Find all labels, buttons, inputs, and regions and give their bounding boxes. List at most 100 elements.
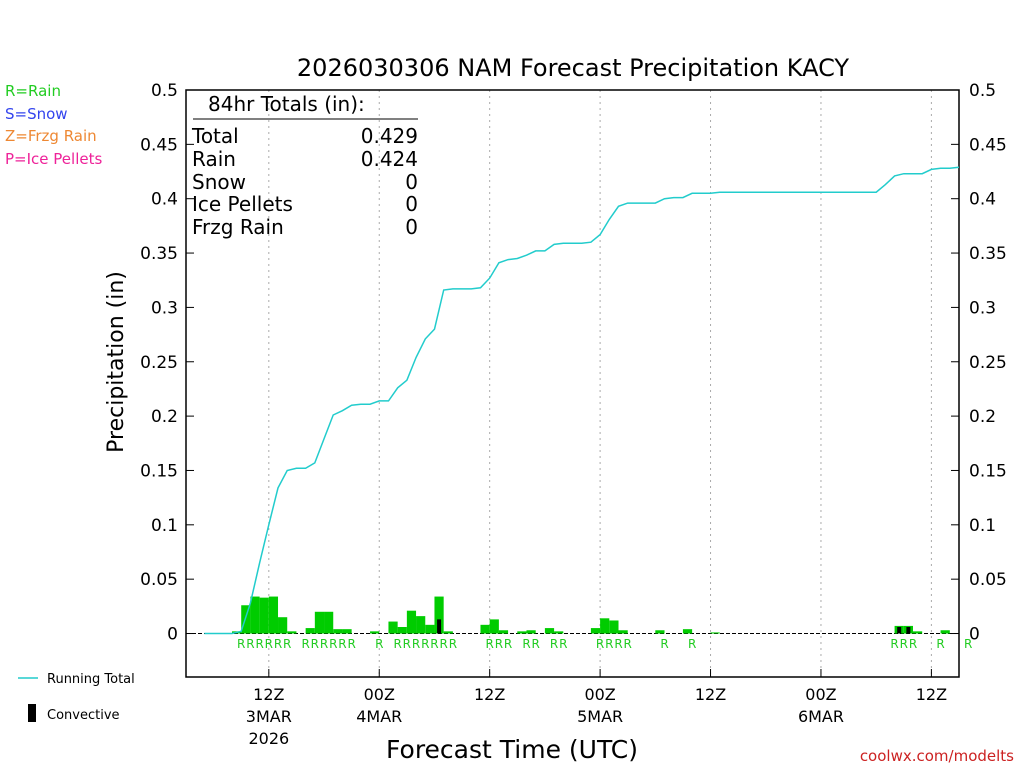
y-tick-label-right: 0.1 bbox=[969, 516, 996, 536]
precip-bar bbox=[618, 630, 628, 634]
x-tick-label: 12Z bbox=[695, 685, 726, 704]
y-tick-label-right: 0.25 bbox=[969, 353, 1007, 373]
type-label: R bbox=[614, 637, 622, 651]
precip-bar bbox=[388, 621, 398, 634]
precip-bar bbox=[324, 611, 334, 634]
legend-running-total: Running Total bbox=[47, 672, 135, 687]
type-label: R bbox=[283, 637, 291, 651]
type-label: R bbox=[274, 637, 282, 651]
y-tick-label-right: 0.4 bbox=[969, 190, 996, 210]
y-tick-label-right: 0.35 bbox=[969, 244, 1007, 264]
convective-bar bbox=[897, 626, 902, 634]
type-label: R bbox=[338, 637, 346, 651]
type-label: R bbox=[605, 637, 613, 651]
type-label: R bbox=[890, 637, 898, 651]
precip-bar bbox=[434, 596, 444, 634]
precip-bar bbox=[416, 616, 426, 634]
plot-frame bbox=[185, 89, 960, 678]
bars-layer bbox=[232, 596, 950, 634]
type-label: R bbox=[311, 637, 319, 651]
frzg-rain-value: 0 bbox=[405, 215, 418, 239]
precip-bar bbox=[314, 611, 325, 634]
type-label: R bbox=[559, 637, 567, 651]
x-tick-label: 12Z bbox=[253, 685, 284, 704]
y-tick-label-right: 0.5 bbox=[969, 81, 996, 101]
type-label: R bbox=[936, 637, 944, 651]
precip-bar bbox=[333, 629, 343, 634]
snow-value: 0 bbox=[405, 170, 418, 194]
precip-bar bbox=[554, 631, 564, 634]
type-label: R bbox=[403, 637, 411, 651]
precip-bar bbox=[655, 630, 665, 634]
y-tick-label-left: 0.5 bbox=[151, 81, 178, 101]
precip-bar bbox=[544, 628, 555, 634]
type-label: R bbox=[412, 637, 420, 651]
precip-bar bbox=[370, 631, 380, 634]
type-label: R bbox=[495, 637, 503, 651]
x-tick-label: 5MAR bbox=[577, 707, 623, 726]
legend-rain: R=Rain bbox=[5, 82, 61, 100]
y-tick-label-left: 0.45 bbox=[140, 135, 178, 155]
precip-bar bbox=[600, 618, 610, 634]
legend-ice-pellets: P=Ice Pellets bbox=[5, 150, 102, 168]
precip-bar bbox=[268, 596, 279, 634]
precip-bar bbox=[517, 631, 527, 634]
credit-text: coolwx.com/modelts bbox=[860, 747, 1014, 765]
line-layer bbox=[204, 166, 960, 635]
ice-pellets-label: Ice Pellets bbox=[192, 192, 293, 216]
x-tick-label: 2026 bbox=[248, 729, 289, 748]
type-label: R bbox=[550, 637, 558, 651]
type-label: R bbox=[347, 637, 355, 651]
x-axis-label: Forecast Time (UTC) bbox=[386, 735, 638, 764]
y-tick-label-left: 0.2 bbox=[151, 407, 178, 427]
y-tick-label-left: 0.35 bbox=[140, 244, 178, 264]
type-label: R bbox=[237, 637, 245, 651]
type-label: R bbox=[660, 637, 668, 651]
type-label: R bbox=[522, 637, 530, 651]
type-label: R bbox=[449, 637, 457, 651]
type-label: R bbox=[504, 637, 512, 651]
type-label: R bbox=[301, 637, 309, 651]
chart-title: 2026030306 NAM Forecast Precipitation KA… bbox=[297, 54, 850, 82]
precip-bar bbox=[489, 619, 499, 634]
precip-bar bbox=[250, 596, 260, 634]
precip-bar bbox=[609, 620, 619, 634]
precip-type-legend: R=Rain S=Snow Z=Frzg Rain P=Ice Pellets bbox=[5, 82, 102, 168]
type-label: R bbox=[688, 637, 696, 651]
y-tick-label-left: 0.05 bbox=[140, 570, 178, 590]
type-label: R bbox=[439, 637, 447, 651]
running-total-line bbox=[204, 166, 960, 635]
total-value: 0.429 bbox=[361, 124, 418, 148]
legend-freezing-rain: Z=Frzg Rain bbox=[5, 127, 97, 145]
type-label: R bbox=[624, 637, 632, 651]
total-label: Total bbox=[191, 124, 239, 148]
precip-bar bbox=[590, 628, 601, 634]
type-label: R bbox=[900, 637, 908, 651]
type-label: R bbox=[375, 637, 383, 651]
y-tick-label-right: 0 bbox=[969, 625, 980, 645]
y-tick-label-left: 0.15 bbox=[140, 461, 178, 481]
precip-bar bbox=[259, 597, 269, 634]
convective-bar bbox=[906, 626, 911, 634]
y-tick-label-right: 0.3 bbox=[969, 298, 996, 318]
precip-bar bbox=[912, 631, 923, 634]
type-label: R bbox=[246, 637, 254, 651]
legend-snow: S=Snow bbox=[5, 105, 68, 123]
precip-bar bbox=[305, 628, 315, 634]
precip-bar bbox=[940, 630, 950, 634]
type-label: R bbox=[393, 637, 401, 651]
x-tick-label: 00Z bbox=[584, 685, 615, 704]
y-tick-label-left: 0.25 bbox=[140, 353, 178, 373]
y-tick-label-left: 0 bbox=[167, 625, 178, 645]
precip-bar bbox=[287, 631, 297, 634]
type-label: R bbox=[265, 637, 273, 651]
type-label: R bbox=[596, 637, 604, 651]
type-label: R bbox=[421, 637, 429, 651]
convective-swatch bbox=[28, 704, 36, 722]
type-label: R bbox=[964, 637, 972, 651]
y-tick-label-left: 0.1 bbox=[151, 516, 178, 536]
axes-layer: 0 00.05 0.050.1 0.10.15 0.150.2 0.20.25 0.250.… bbox=[140, 81, 1007, 748]
type-label: R bbox=[329, 637, 337, 651]
x-tick-label: 6MAR bbox=[798, 707, 844, 726]
